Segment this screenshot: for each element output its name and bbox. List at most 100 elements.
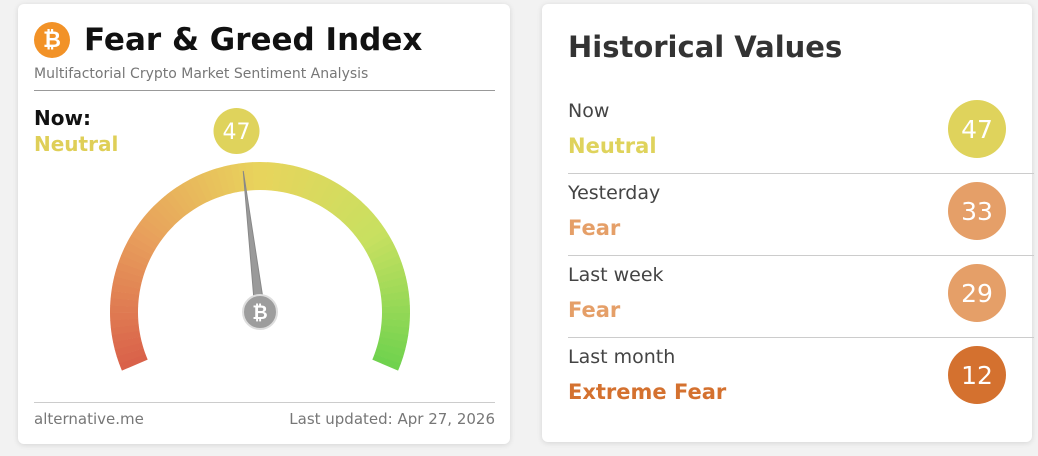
gauge-segment bbox=[379, 330, 409, 343]
gauge-segment bbox=[182, 179, 203, 208]
gauge-segment bbox=[110, 324, 140, 336]
divider bbox=[568, 173, 1034, 174]
gauge-segment bbox=[110, 290, 140, 301]
now-class: Neutral bbox=[34, 132, 119, 156]
row-value: 29 bbox=[948, 264, 1006, 322]
row-class: Fear bbox=[568, 216, 621, 240]
gauge-segment bbox=[295, 168, 312, 198]
gauge-segment bbox=[111, 330, 141, 343]
gauge-segment bbox=[346, 206, 372, 231]
row-value: 47 bbox=[948, 100, 1006, 158]
gauge-segment bbox=[265, 162, 276, 191]
bitcoin-icon: ₿ bbox=[34, 22, 70, 58]
hub-icon: ₿ bbox=[252, 302, 267, 324]
title: Fear & Greed Index bbox=[84, 22, 423, 58]
gauge-segment bbox=[342, 201, 367, 227]
gauge-segment bbox=[112, 276, 142, 290]
gauge-segment bbox=[114, 268, 144, 284]
gauge-segment bbox=[301, 170, 318, 200]
gauge-segment bbox=[364, 235, 393, 256]
needle-hub bbox=[242, 294, 278, 330]
gauge-segment bbox=[378, 336, 407, 350]
gauge-segment bbox=[374, 348, 404, 365]
gauge-segment bbox=[322, 183, 344, 211]
gauge-segment bbox=[116, 261, 146, 278]
history-card: Historical Values Now Neutral 47 Yesterday F… bbox=[542, 4, 1034, 442]
now-label: Now: bbox=[34, 106, 91, 130]
divider bbox=[34, 402, 495, 403]
gauge-segment bbox=[380, 290, 410, 302]
gauge-segment bbox=[110, 318, 139, 328]
gauge-segment bbox=[277, 163, 290, 193]
gauge-segment bbox=[289, 166, 305, 196]
gauge-segment bbox=[354, 217, 382, 241]
gauge-segment bbox=[317, 179, 338, 208]
gauge-segment bbox=[337, 196, 362, 223]
gauge-segment bbox=[376, 269, 406, 284]
gauge-segment bbox=[370, 248, 400, 267]
row-value: 33 bbox=[948, 182, 1006, 240]
gauge-segment bbox=[170, 187, 193, 215]
gauge-value: 47 bbox=[223, 120, 251, 145]
gauge-segment bbox=[380, 324, 410, 336]
row-label: Last month bbox=[568, 346, 676, 368]
gauge-segment bbox=[195, 173, 214, 202]
gauge-segment bbox=[216, 166, 231, 196]
gauge-segment bbox=[119, 353, 148, 371]
gauge-segment bbox=[372, 255, 402, 272]
gauge-segment bbox=[118, 254, 148, 272]
index-card: ₿ Fear & Greed Index Multifactorial Cryp… bbox=[18, 4, 510, 444]
gauge-segment bbox=[378, 276, 408, 290]
gauge-segment bbox=[121, 248, 150, 266]
gauge: ₿ 47 bbox=[110, 108, 410, 371]
divider bbox=[568, 337, 1034, 338]
gauge-segment bbox=[113, 336, 142, 350]
gauge-segment bbox=[350, 211, 377, 236]
gauge-segment bbox=[306, 173, 325, 202]
gauge-segment bbox=[283, 164, 297, 194]
row-class: Extreme Fear bbox=[568, 380, 727, 404]
gauge-segment bbox=[375, 262, 404, 278]
gauge-segment bbox=[312, 176, 332, 205]
gauge-segment bbox=[127, 235, 156, 256]
gauge-segment bbox=[367, 241, 397, 261]
row-label: Now bbox=[568, 100, 610, 122]
gauge-segment bbox=[189, 176, 208, 205]
row-class: Fear bbox=[568, 298, 621, 322]
gauge-segment bbox=[245, 162, 255, 191]
gauge-segment bbox=[381, 318, 410, 329]
gauge-segment bbox=[176, 183, 198, 211]
gauge-segment bbox=[111, 283, 141, 295]
updated: Last updated: Apr 27, 2026 bbox=[289, 410, 495, 428]
value-bubble bbox=[213, 108, 260, 154]
gauge-segment bbox=[134, 222, 162, 245]
row-class: Neutral bbox=[568, 134, 657, 158]
row-value: 12 bbox=[948, 346, 1006, 404]
gauge-segment bbox=[202, 170, 220, 200]
row-label: Last week bbox=[568, 264, 664, 286]
gauge-segment bbox=[376, 342, 406, 358]
gauge-segment bbox=[158, 196, 183, 222]
gauge-segment bbox=[358, 223, 386, 245]
needle bbox=[242, 170, 266, 314]
gauge-segment bbox=[332, 191, 356, 219]
divider bbox=[34, 90, 495, 91]
divider bbox=[568, 255, 1034, 256]
gauge-segment bbox=[230, 163, 243, 193]
gauge-segment bbox=[327, 187, 350, 215]
row-label: Yesterday bbox=[568, 182, 661, 204]
history-title: Historical Values bbox=[568, 30, 843, 64]
gauge-segment bbox=[124, 241, 153, 261]
gauge-segment bbox=[116, 348, 146, 364]
gauge-segment bbox=[271, 162, 283, 192]
gauge-segment bbox=[148, 206, 174, 231]
gauge-segment bbox=[209, 168, 225, 198]
gauge-segment bbox=[372, 354, 401, 371]
gauge-segment bbox=[379, 283, 409, 296]
gauge-segment bbox=[153, 200, 179, 227]
gauge-segment bbox=[130, 228, 159, 250]
gauge-segment bbox=[114, 342, 144, 357]
gauge-segment bbox=[139, 217, 166, 240]
gauge-segment bbox=[164, 191, 188, 218]
